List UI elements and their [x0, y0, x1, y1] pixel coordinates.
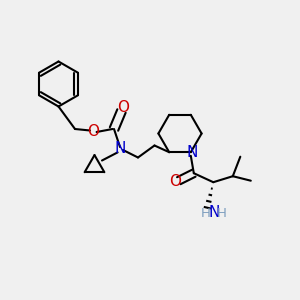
Text: O: O [169, 174, 181, 189]
Text: N: N [187, 145, 198, 160]
Text: H: H [217, 207, 226, 220]
Text: N: N [208, 205, 220, 220]
Text: H: H [201, 207, 211, 220]
Text: O: O [117, 100, 129, 115]
Text: O: O [87, 124, 99, 140]
Text: N: N [114, 141, 126, 156]
